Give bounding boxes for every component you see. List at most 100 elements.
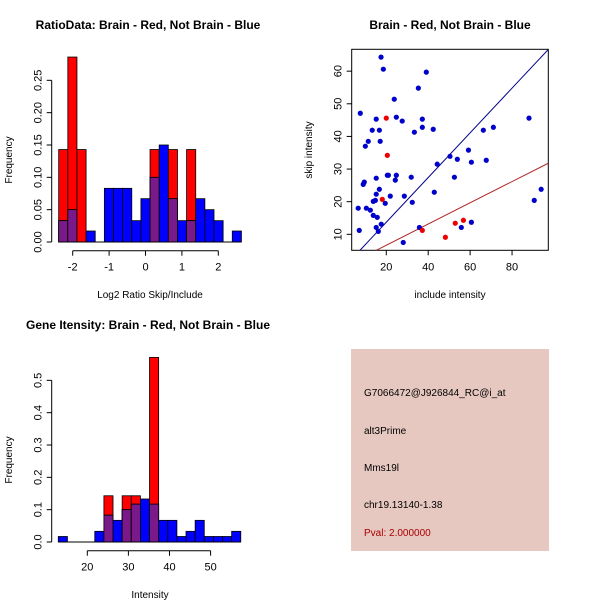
y-tick-label: 0.1 (33, 502, 45, 517)
point-brain (460, 217, 467, 223)
y-tick-label: 20 (333, 196, 345, 208)
y-tick-label: 0.05 (33, 199, 45, 220)
bar-not-brain (167, 519, 178, 543)
y-tick-label: 0.3 (33, 437, 45, 452)
gene-intensity-histogram: Gene Itensity: Brain - Red, Not Brain - … (4, 318, 270, 600)
point-not-brain (483, 157, 489, 163)
point-not-brain (385, 172, 391, 178)
bar-overlap (58, 220, 69, 243)
bar-overlap (121, 509, 132, 543)
point-not-brain (361, 179, 367, 185)
bar-not-brain (103, 187, 114, 243)
x-tick-label: 1 (179, 262, 185, 274)
point-not-brain (399, 118, 405, 124)
bar-not-brain (213, 220, 224, 243)
bar-not-brain (113, 187, 124, 243)
gene-histogram-ylabel: Frequency (4, 436, 15, 483)
bar-not-brain (158, 519, 169, 543)
point-not-brain (430, 126, 436, 132)
point-not-brain (373, 191, 379, 197)
plot-box (351, 48, 549, 251)
point-not-brain (423, 69, 429, 75)
point-brain (442, 234, 448, 240)
point-not-brain (392, 177, 398, 183)
bar-not-brain (195, 198, 206, 243)
point-not-brain (374, 214, 380, 220)
x-tick-label: 20 (380, 261, 392, 273)
bar-brain (76, 149, 87, 243)
point-brain (383, 115, 389, 121)
bar-not-brain (140, 498, 150, 543)
bar-not-brain (177, 220, 187, 243)
point-not-brain (378, 221, 384, 227)
bar-not-brain (222, 536, 233, 543)
point-not-brain (369, 127, 375, 133)
gene-histogram-xlabel: Intensity (131, 590, 168, 600)
point-not-brain (377, 138, 383, 144)
point-not-brain (458, 224, 464, 231)
point-not-brain (357, 110, 363, 116)
x-tick-label: -1 (104, 262, 114, 274)
bar-not-brain (204, 209, 215, 243)
point-not-brain (465, 147, 472, 153)
y-tick-label: 40 (333, 130, 345, 142)
bar-overlap (103, 514, 114, 543)
probe-id: G7066472@J926844_RC@i_at (364, 388, 506, 399)
point-not-brain (372, 197, 378, 203)
point-not-brain (376, 186, 382, 192)
x-tick-label: 0 (142, 262, 148, 274)
y-tick-label: 0.00 (33, 231, 45, 252)
point-not-brain (468, 159, 474, 165)
y-tick-label: 0.4 (33, 405, 45, 420)
point-not-brain (355, 205, 361, 211)
point-not-brain (373, 175, 379, 181)
bar-not-brain (112, 519, 123, 543)
point-not-brain (376, 127, 382, 133)
y-tick-label: 60 (333, 65, 345, 77)
bar-not-brain (185, 530, 196, 543)
y-tick-label: 0.0 (33, 534, 45, 549)
point-not-brain (419, 124, 425, 130)
scatter-title: Brain - Red, Not Brain - Blue (369, 18, 531, 32)
scatter-ylabel: skip intensity (304, 121, 315, 178)
point-not-brain (373, 116, 379, 122)
bar-overlap (130, 503, 141, 543)
y-tick-label: 30 (333, 163, 345, 175)
point-not-brain (538, 186, 544, 192)
y-tick-label: 0.15 (33, 134, 45, 155)
gene-name: Mms19l (364, 463, 399, 474)
bar-overlap (149, 503, 160, 543)
ratio-histogram-xlabel: Log2 Ratio Skip/Include (97, 290, 203, 301)
x-tick-label: 40 (163, 562, 175, 574)
bar-overlap (186, 220, 197, 243)
point-not-brain (480, 127, 486, 133)
x-tick-label: 50 (204, 562, 216, 574)
p-value: Pval: 2.000000 (364, 528, 431, 539)
point-not-brain (409, 199, 415, 205)
y-tick-label: 10 (333, 228, 345, 240)
info-panel: G7066472@J926844_RC@i_at alt3Prime Mms19… (351, 349, 549, 551)
point-not-brain (370, 212, 376, 218)
point-not-brain (380, 66, 386, 72)
point-brain (419, 227, 425, 233)
point-not-brain (378, 54, 384, 60)
y-tick-label: 0.5 (33, 373, 45, 388)
bar-not-brain (194, 519, 205, 543)
intensity-scatter: Brain - Red, Not Brain - Blue include in… (304, 18, 549, 301)
x-tick-label: 20 (81, 562, 93, 574)
point-not-brain (526, 115, 532, 121)
y-tick-label: 50 (333, 98, 345, 110)
bar-not-brain (203, 536, 214, 543)
fit-line-brain (375, 162, 549, 251)
ratio-histogram-ylabel: Frequency (4, 136, 15, 183)
x-tick-label: -2 (68, 262, 78, 274)
point-not-brain (454, 156, 460, 162)
point-not-brain (431, 189, 437, 195)
point-brain (379, 196, 385, 202)
scatter-xlabel: include intensity (414, 290, 485, 301)
point-not-brain (415, 85, 421, 91)
bar-not-brain (57, 536, 68, 543)
bar-overlap (149, 176, 160, 243)
